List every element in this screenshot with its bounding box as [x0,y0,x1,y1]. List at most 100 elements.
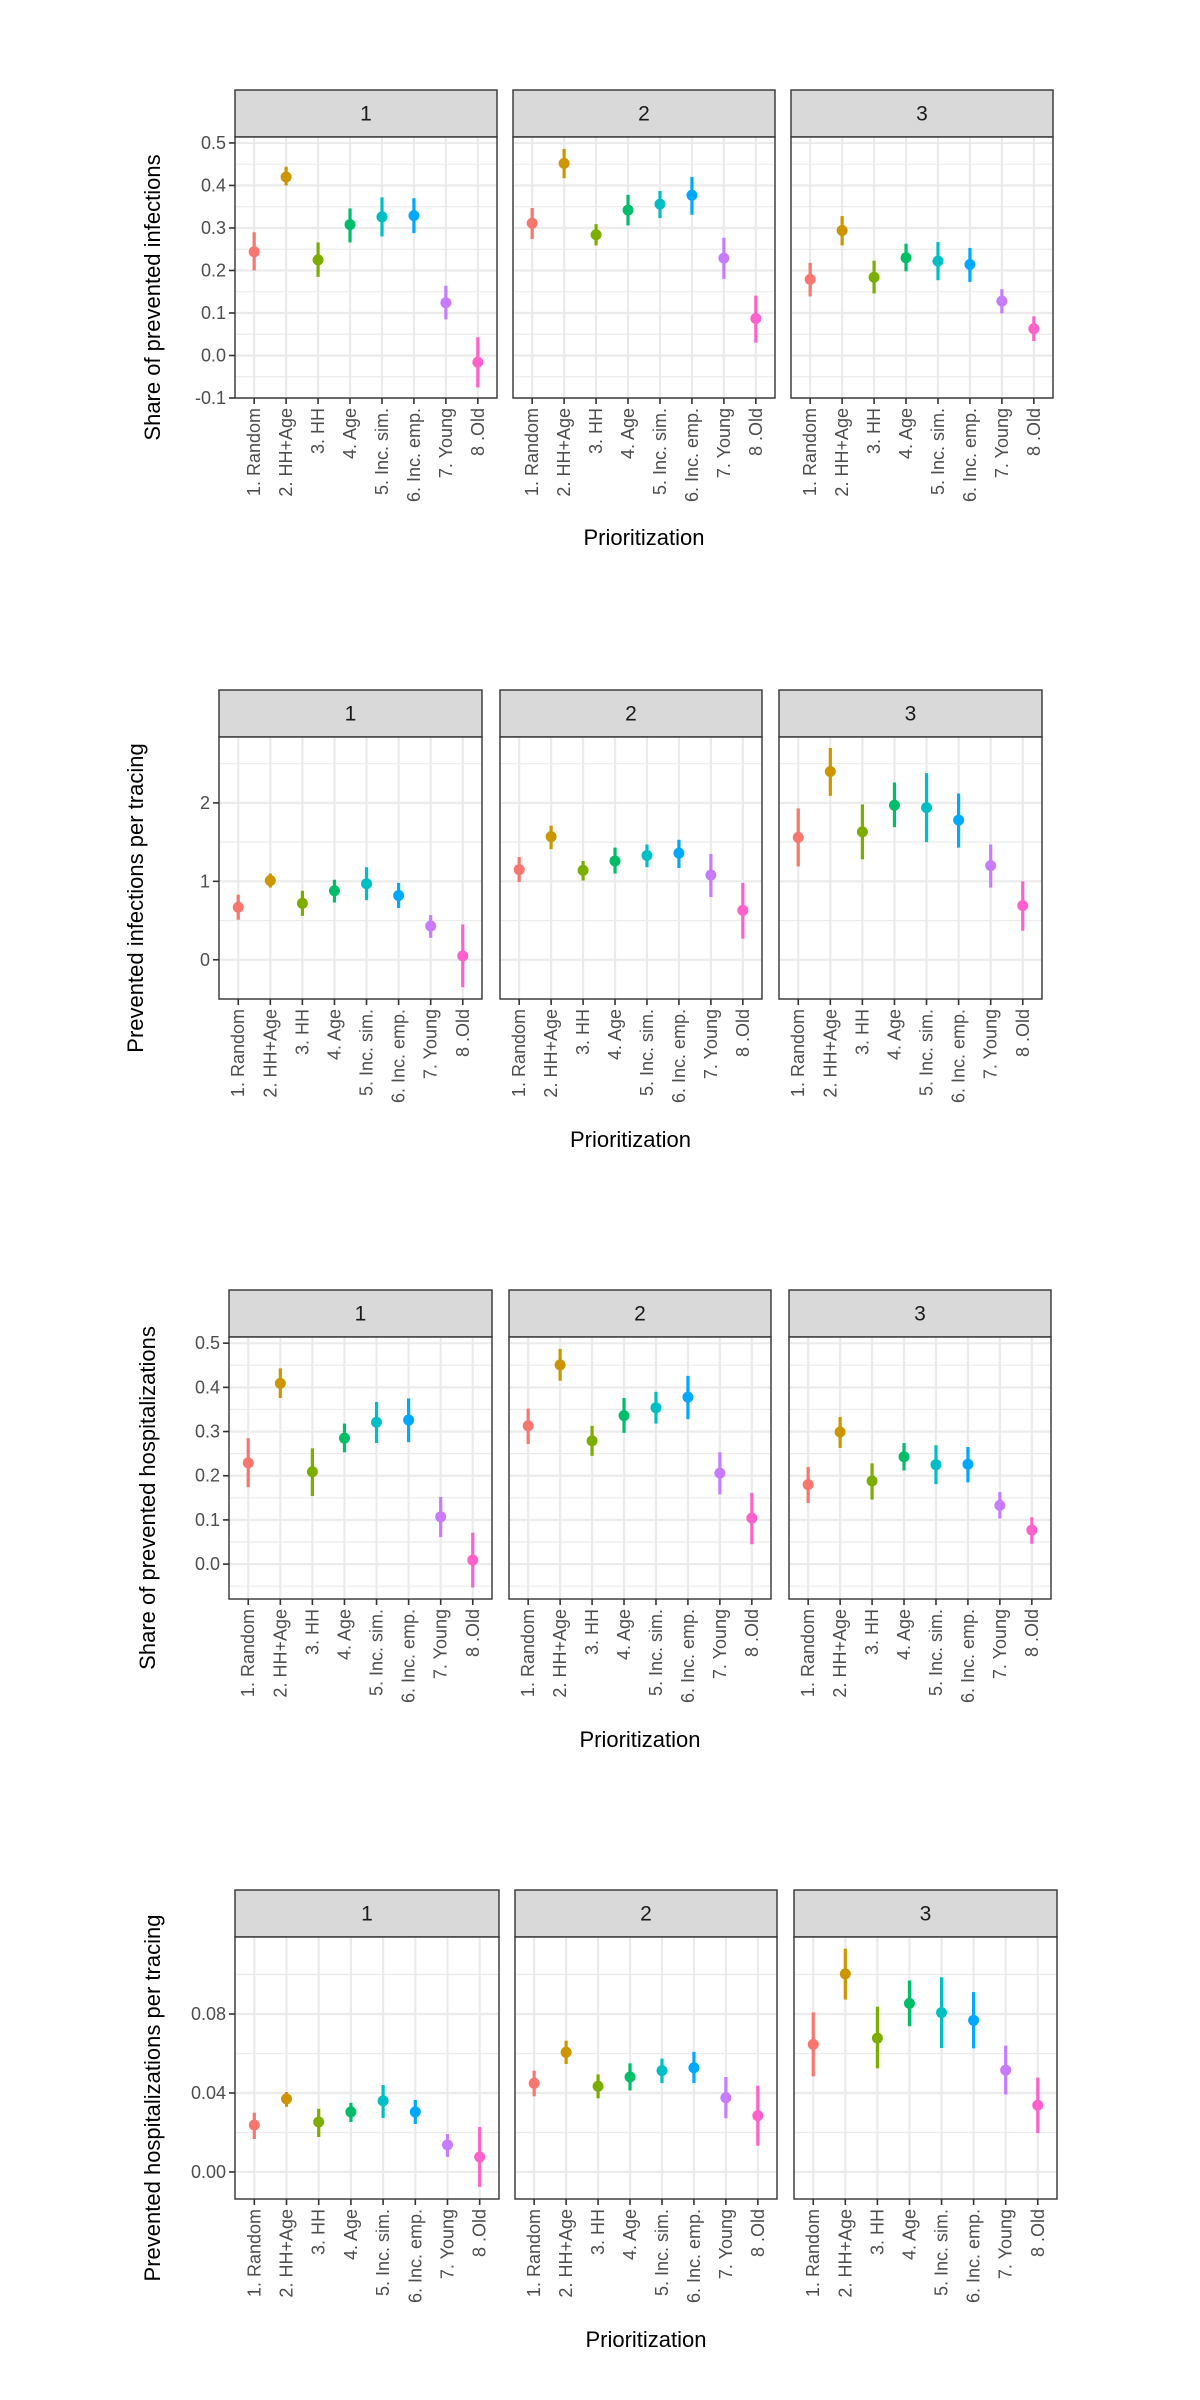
data-point [361,878,373,890]
data-point [839,1968,851,1980]
x-tick-label: 4. Age [620,2209,640,2260]
plot-background [235,137,497,398]
facet-label: 1 [355,1303,367,1326]
data-point [1000,2064,1012,2076]
data-point [994,1499,1006,1511]
y-axis-title: Prevented infections per tracing [123,743,148,1052]
x-tick-label: 5. Inc. sim. [646,1609,666,1696]
y-tick-label: 0.5 [195,1333,220,1353]
x-tick-label: 1. Random [518,1609,538,1697]
data-point [964,259,976,271]
data-point [654,198,666,210]
x-tick-label: 8 .Old [1024,408,1044,456]
x-tick-label: 4. Age [618,408,638,459]
data-point [624,2071,636,2083]
plot-background [513,137,775,398]
data-point [376,211,388,223]
data-point [836,225,848,237]
x-tick-label: 4. Age [896,408,916,459]
chart-3: 1 1. Random 2. HH+Age 3. HH 4. Age 5. Inc. si… [135,1289,1052,1752]
plot-background [219,737,482,999]
y-axis-title: Share of prevented hospitalizations [135,1326,160,1670]
data-point [545,831,557,843]
x-tick-label: 2. HH+Age [832,408,852,497]
data-point [522,1420,534,1432]
panel-border [778,736,1043,1000]
data-point [558,157,570,169]
x-tick-label: 5. Inc. sim. [367,1609,387,1696]
data-point [425,920,437,932]
panel-border [790,136,1054,399]
data-point [985,860,997,872]
data-point [232,901,244,913]
x-tick-label: 7. Young [701,1009,721,1079]
data-point [1026,1524,1038,1536]
x-tick-label: 6. Inc. emp. [669,1009,689,1103]
data-point [526,217,538,229]
x-tick-label: 4. Age [341,2209,361,2260]
facet-strip [793,1889,1058,1938]
facet-strip [508,1289,772,1338]
x-tick-label: 8 .Old [463,1609,483,1657]
panel-3: 3 1. Random 2. HH+Age 3. HH 4. Age 5. Inc. si… [793,1889,1058,2303]
x-tick-label: 6. Inc. emp. [389,1009,409,1103]
x-tick-label: 1. Random [238,1609,258,1697]
data-point [856,826,868,838]
data-point [921,802,933,814]
x-tick-label: 3. HH [309,2209,329,2255]
x-tick-label: 4. Age [334,1609,354,1660]
plot-background [235,1937,499,2199]
facet-strip [790,89,1054,138]
y-tick-label: 0.04 [191,2083,226,2103]
data-point [900,252,912,264]
y-tick-label: 0.1 [195,1510,220,1530]
data-point [622,204,634,216]
data-point [866,1475,878,1487]
data-point [641,849,653,861]
x-tick-label: 8 .Old [1028,2209,1048,2257]
panel-border [228,1336,493,1600]
data-point [280,171,292,183]
data-point [528,2077,540,2089]
plot-background [791,137,1053,398]
x-axis-title: Prioritization [579,1727,700,1752]
data-point [714,1467,726,1479]
x-tick-label: 1. Random [522,408,542,496]
facet-strip [788,1289,1052,1338]
data-point [737,904,749,916]
facet-label: 2 [634,1303,646,1326]
data-point [296,897,308,909]
x-tick-label: 4. Age [340,408,360,459]
x-tick-label: 7. Young [710,1609,730,1679]
y-tick-label: 0.08 [191,2004,226,2024]
panel-2: 2 1. Random 2. HH+Age 3. HH 4. Age 5. Inc. si… [512,89,776,502]
y-axis-title: Share of prevented infections [140,154,165,440]
x-tick-label: 5. Inc. sim. [932,2209,952,2296]
data-point [718,252,730,264]
x-tick-label: 8 .Old [453,1009,473,1057]
plot-background [789,1337,1051,1599]
data-point [338,1432,350,1444]
x-tick-label: 3. HH [588,2209,608,2255]
data-point [888,799,900,811]
x-tick-label: 3. HH [586,408,606,454]
data-point [560,2046,572,2058]
y-tick-label: 0.0 [201,345,226,365]
data-point [807,2038,819,2050]
plot-background [779,737,1042,999]
x-tick-label: 7. Young [716,2209,736,2279]
y-tick-label: 0.0 [195,1554,220,1574]
data-point [750,313,762,325]
x-tick-label: 5. Inc. sim. [928,408,948,495]
x-tick-label: 6. Inc. emp. [404,408,424,502]
chart-1: 1 1. Random 2. HH+Age 3. HH 4. Age 5. Inc. si… [140,89,1054,550]
x-tick-label: 7. Young [992,408,1012,478]
data-point [618,1410,630,1422]
x-tick-label: 1. Random [244,408,264,496]
facet-label: 3 [916,103,928,126]
x-tick-label: 2. HH+Age [554,408,574,497]
panel-border [788,1336,1052,1600]
x-axis-title: Prioritization [583,525,704,550]
panel-3: 3 1. Random 2. HH+Age 3. HH 4. Age 5. Inc. si… [790,89,1054,502]
